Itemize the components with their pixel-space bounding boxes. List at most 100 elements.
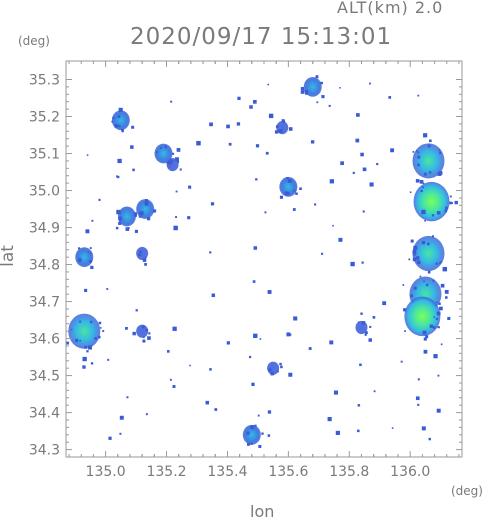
radar-echo-speckle — [265, 151, 269, 155]
radar-echo-speckle — [293, 189, 296, 192]
radar-echo-speckle — [419, 275, 422, 278]
radar-echo-speckle — [335, 430, 340, 435]
radar-echo-speckle — [299, 187, 302, 191]
lat-tick-label: 34.7 — [29, 295, 60, 311]
radar-echo-speckle — [277, 370, 279, 373]
radar-echo-speckle — [141, 325, 145, 329]
radar-echo-speckle — [435, 317, 438, 321]
radar-echo-speckle — [360, 312, 363, 315]
radar-echo-speckle — [288, 372, 293, 377]
radar-echo-speckle — [268, 113, 274, 119]
radar-echo-speckle — [125, 326, 128, 330]
radar-echo-speckle — [402, 284, 405, 286]
radar-echo-core — [404, 296, 441, 337]
radar-echo-speckle — [440, 283, 445, 288]
radar-echo-speckle — [437, 326, 439, 328]
radar-echo-speckle — [279, 195, 284, 199]
radar-echo-speckle — [121, 130, 124, 133]
radar-echo-speckle — [278, 129, 283, 134]
radar-echo — [66, 313, 105, 353]
radar-echo-speckle — [427, 270, 431, 274]
radar-echo-speckle — [417, 378, 420, 381]
radar-echo-speckle — [286, 332, 291, 337]
radar-echo — [242, 424, 264, 448]
radar-echo-speckle — [249, 105, 253, 109]
radar-echo-speckle — [352, 171, 355, 174]
radar-echo-speckle — [304, 91, 309, 95]
radar-echo-speckle — [209, 122, 213, 127]
radar-echo-speckle — [211, 293, 216, 298]
radar-echo-speckle — [107, 358, 110, 361]
radar-echo-speckle — [340, 161, 344, 166]
radar-echo-speckle — [89, 247, 92, 249]
radar-echo-speckle — [228, 142, 232, 146]
radar-echo-speckle — [289, 333, 292, 336]
radar-echo-speckle — [172, 385, 176, 388]
radar-echo-speckle — [144, 263, 147, 266]
radar-echo-speckle — [388, 96, 392, 99]
radar-echo-speckle — [196, 140, 201, 146]
radar-echo-speckle — [431, 214, 435, 217]
radar-echo-speckle — [333, 390, 339, 395]
radar-echo-speckle — [432, 326, 436, 329]
radar-echo-speckle — [168, 161, 172, 165]
radar-echo-speckle — [417, 151, 420, 154]
radar-echo — [355, 320, 372, 336]
radar-echo-speckle — [70, 328, 73, 331]
radar-echo-core — [242, 424, 261, 445]
radar-echo-speckle — [253, 333, 258, 338]
radar-echo-speckle — [403, 308, 407, 312]
lat-tick-label: 34.3 — [29, 443, 60, 459]
radar-echo-speckle — [314, 203, 317, 206]
radar-echo-speckle — [166, 350, 170, 353]
radar-echo — [166, 158, 182, 172]
radar-echo-speckle — [270, 372, 274, 376]
radar-echo-speckle — [82, 356, 87, 362]
radar-echo-speckle — [436, 311, 441, 316]
radar-echo-speckle — [106, 288, 109, 290]
radar-echo — [136, 324, 151, 340]
radar-echo-speckle — [90, 362, 94, 365]
radar-echo-speckle — [321, 252, 324, 255]
radar-echo-speckle — [428, 171, 432, 174]
lat-tick-label: 34.9 — [29, 221, 60, 237]
echo-layer — [66, 75, 458, 448]
radar-echo-speckle — [423, 280, 425, 283]
radar-echo-speckle — [175, 190, 178, 193]
radar-echo-speckle — [433, 316, 435, 318]
radar-echo-speckle — [332, 224, 334, 227]
radar-echo-speckle — [431, 235, 434, 238]
radar-echo-speckle — [114, 124, 118, 128]
radar-echo-speckle — [84, 345, 87, 349]
radar-echo — [75, 247, 94, 270]
radar-echo-speckle — [98, 321, 102, 325]
radar-echo-speckle — [410, 294, 414, 298]
radar-echo-speckle — [111, 120, 114, 123]
radar-echo-speckle — [90, 252, 92, 255]
radar-echo-speckle — [436, 408, 441, 413]
radar-echo-speckle — [404, 330, 406, 332]
radar-echo — [412, 139, 445, 183]
radar-echo-speckle — [422, 186, 424, 189]
radar-echo-speckle — [417, 403, 420, 406]
radar-echo-speckle — [119, 415, 124, 420]
radar-echo-speckle — [66, 341, 69, 345]
radar-echo-speckle — [360, 152, 364, 157]
radar-echo-speckle — [424, 219, 426, 222]
radar-echo-speckle — [422, 182, 425, 185]
radar-echo-speckle — [133, 212, 137, 216]
radar-echo-speckle — [423, 337, 427, 341]
radar-echo-speckle — [121, 128, 124, 132]
radar-echo-speckle — [214, 408, 218, 411]
radar-echo-speckle — [422, 330, 427, 335]
radar-echo — [274, 120, 293, 135]
radar-echo-speckle — [415, 179, 420, 183]
radar-echo-speckle — [421, 426, 426, 431]
radar-echo-speckle — [135, 309, 138, 312]
radar-echo-speckle — [252, 280, 256, 283]
radar-echo-speckle — [369, 82, 371, 85]
radar-echo-speckle — [316, 101, 319, 104]
radar-echo-speckle — [339, 87, 341, 89]
radar-echo-core — [413, 181, 450, 222]
radar-echo — [408, 235, 445, 274]
